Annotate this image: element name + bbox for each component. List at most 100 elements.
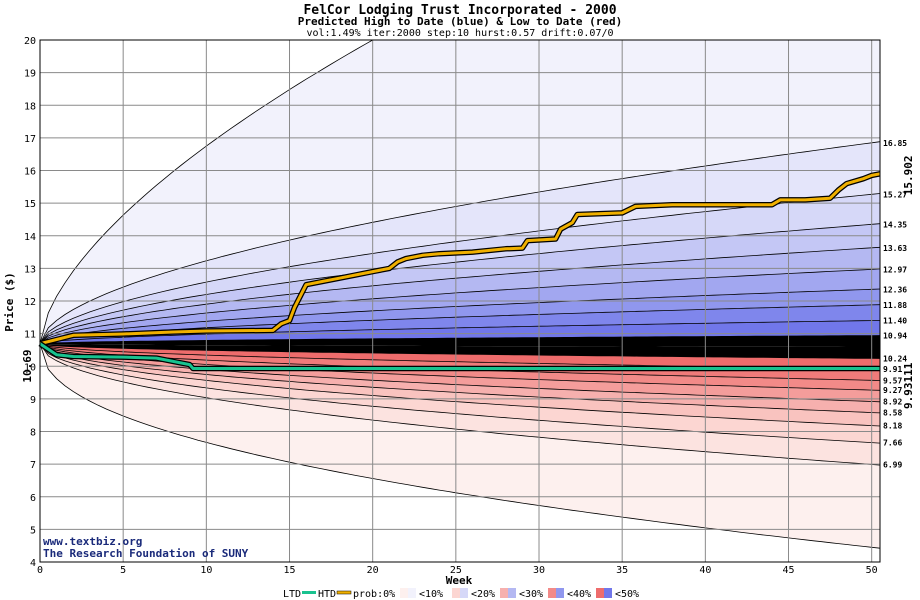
band-boundary-3 bbox=[40, 223, 880, 344]
band-boundary-15 bbox=[40, 343, 880, 403]
band-label-high: 13.63 bbox=[883, 244, 907, 253]
band-boundary-13 bbox=[40, 343, 880, 427]
blue-band-3 bbox=[40, 223, 880, 344]
x-tick-label: 25 bbox=[450, 565, 462, 576]
y-tick-label: 12 bbox=[24, 297, 36, 308]
band-label-high: 16.85 bbox=[883, 139, 907, 148]
band-boundary-9 bbox=[40, 335, 880, 345]
band-label-high: 11.40 bbox=[883, 317, 907, 326]
x-tick-label: 30 bbox=[533, 565, 545, 576]
legend-p50: <50% bbox=[615, 589, 639, 600]
band-boundary-10 bbox=[40, 343, 880, 549]
legend-p10-blue bbox=[408, 588, 416, 598]
band-boundary-14 bbox=[40, 343, 880, 414]
red-band-9 bbox=[40, 343, 880, 359]
legend-p20-blue bbox=[460, 588, 468, 598]
band-label-low: 6.99 bbox=[883, 460, 902, 469]
ltd-end-label: 9.93111 bbox=[902, 362, 915, 409]
band-boundary-6 bbox=[40, 288, 880, 345]
watermark-org: The Research Foundation of SUNY bbox=[43, 547, 249, 560]
y-tick-label: 10 bbox=[24, 362, 36, 373]
legend-p10: <10% bbox=[419, 589, 443, 600]
legend-htd-swatch bbox=[336, 590, 352, 595]
blue-band-9 bbox=[40, 335, 880, 347]
band-boundary-19 bbox=[40, 343, 880, 359]
legend-p30-blue bbox=[508, 588, 516, 598]
y-tick-label: 6 bbox=[30, 493, 36, 504]
legend-htd: HTD bbox=[318, 589, 336, 600]
band-boundary-2 bbox=[40, 193, 880, 344]
red-band-4 bbox=[40, 343, 880, 413]
legend-p40: <40% bbox=[567, 589, 591, 600]
red-band-2 bbox=[40, 343, 880, 444]
band-label-high: 12.97 bbox=[883, 265, 907, 274]
chart-title: FelCor Lodging Trust Incorporated - 2000 bbox=[303, 3, 616, 18]
band-boundary-12 bbox=[40, 343, 880, 444]
blue-band-4 bbox=[40, 247, 880, 344]
y-tick-label: 19 bbox=[24, 69, 36, 80]
x-tick-label: 20 bbox=[367, 565, 379, 576]
legend-p30: <30% bbox=[519, 589, 543, 600]
red-band-5 bbox=[40, 343, 880, 402]
watermark: www.textbiz.org The Research Foundation … bbox=[43, 535, 249, 560]
band-label-low: 10.24 bbox=[883, 354, 907, 363]
watermark-url: www.textbiz.org bbox=[43, 535, 142, 548]
red-band-1 bbox=[40, 343, 880, 466]
y-tick-label: 14 bbox=[24, 232, 36, 243]
x-tick-label: 35 bbox=[616, 565, 628, 576]
y-tick-label: 17 bbox=[24, 134, 36, 145]
x-tick-label: 0 bbox=[37, 565, 43, 576]
x-tick-label: 15 bbox=[283, 565, 295, 576]
y-tick-label: 15 bbox=[24, 199, 36, 210]
band-boundary-11 bbox=[40, 343, 880, 466]
series-line-htd bbox=[39, 172, 881, 346]
y-tick-label: 5 bbox=[30, 525, 36, 536]
start-price-label: 10.69 bbox=[21, 349, 34, 382]
x-tick-label: 50 bbox=[866, 565, 878, 576]
y-tick-label: 8 bbox=[30, 428, 36, 439]
x-tick-label: 10 bbox=[200, 565, 212, 576]
chart-params: vol:1.49% iter:2000 step:10 hurst:0.57 d… bbox=[306, 28, 613, 39]
y-tick-label: 9 bbox=[30, 395, 36, 406]
band-label-high: 10.94 bbox=[883, 332, 907, 341]
band-label-low: 9.27 bbox=[883, 386, 902, 395]
legend-prob: prob:0% bbox=[353, 589, 395, 600]
red-band-8 bbox=[40, 343, 880, 370]
blue-band-1 bbox=[40, 141, 880, 344]
plot-frame bbox=[39, 39, 881, 563]
blue-band-2 bbox=[40, 193, 880, 344]
y-axis-label: Price ($) bbox=[3, 272, 16, 332]
band-boundary-5 bbox=[40, 268, 880, 345]
probability-bands bbox=[40, 40, 880, 549]
band-boundary-8 bbox=[40, 320, 880, 345]
legend-ltd: LTD bbox=[283, 589, 301, 600]
y-tick-label: 16 bbox=[24, 167, 36, 178]
band-label-high: 14.35 bbox=[883, 220, 907, 229]
blue-band-6 bbox=[40, 289, 880, 344]
y-tick-label: 18 bbox=[24, 101, 36, 112]
x-tick-label: 40 bbox=[699, 565, 711, 576]
red-band-6 bbox=[40, 343, 880, 391]
band-label-low: 8.18 bbox=[883, 422, 902, 431]
band-label-low: 9.91 bbox=[883, 365, 902, 374]
legend-p50-blue bbox=[604, 588, 612, 598]
chart-subtitle: Predicted High to Date (blue) & Low to D… bbox=[298, 15, 623, 28]
x-axis-label: Week bbox=[446, 574, 473, 587]
band-boundary-0 bbox=[40, 40, 374, 344]
band-boundary-4 bbox=[40, 246, 880, 344]
x-tick-label: 45 bbox=[782, 565, 794, 576]
htd-end-label: 15.902 bbox=[902, 156, 915, 196]
band-label-low: 8.58 bbox=[883, 409, 902, 418]
legend-p40-blue bbox=[556, 588, 564, 598]
legend-ltd-swatch bbox=[302, 591, 316, 594]
band-label-low: 7.66 bbox=[883, 439, 902, 448]
series-line-ltd bbox=[39, 342, 880, 370]
red-band-3 bbox=[40, 343, 880, 426]
legend: LTD HTD prob:0% <10% <20% <30% <40% <50% bbox=[283, 588, 639, 600]
y-tick-label: 20 bbox=[24, 36, 36, 47]
band-label-high: 11.88 bbox=[883, 301, 907, 310]
band-label-high: 15.27 bbox=[883, 190, 907, 199]
y-tick-label: 4 bbox=[30, 558, 36, 569]
legend-p20: <20% bbox=[471, 589, 495, 600]
